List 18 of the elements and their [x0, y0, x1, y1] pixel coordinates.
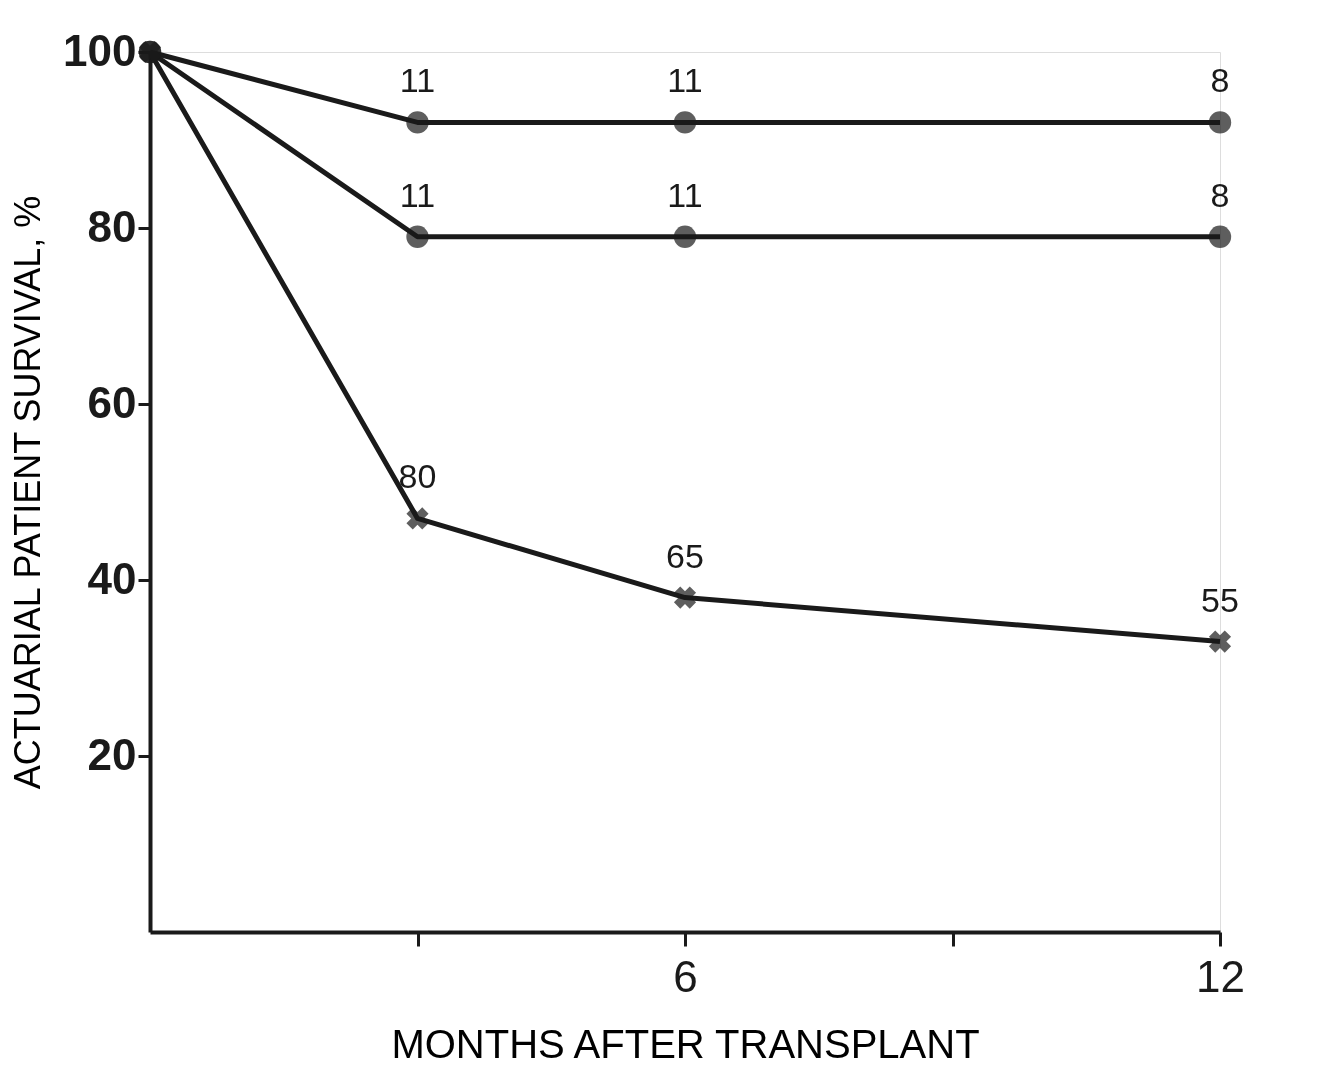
annotation: 55	[1201, 580, 1239, 619]
annotation: 80	[398, 457, 437, 496]
annotation: 8	[1210, 61, 1230, 100]
y-tick-label: 100	[63, 25, 137, 75]
x-axis-title: MONTHS AFTER TRANSPLANT	[391, 1021, 980, 1066]
annotation: 11	[667, 175, 703, 214]
y-tick-label: 80	[87, 201, 137, 251]
annotation: 8	[1210, 175, 1230, 214]
annotation: 11	[399, 61, 436, 100]
annotation: 11	[399, 175, 436, 214]
y-axis-title: ACTUARIAL PATIENT SURVIVAL, %	[7, 195, 49, 790]
annotation: 11	[667, 61, 703, 100]
y-tick-label: 40	[87, 553, 137, 603]
x-tick-label: 6	[673, 951, 698, 1001]
x-tick-label: 12	[1196, 951, 1245, 1001]
y-tick-label: 20	[87, 729, 137, 779]
y-tick-label: 60	[87, 377, 137, 427]
annotation: 65	[666, 536, 704, 575]
